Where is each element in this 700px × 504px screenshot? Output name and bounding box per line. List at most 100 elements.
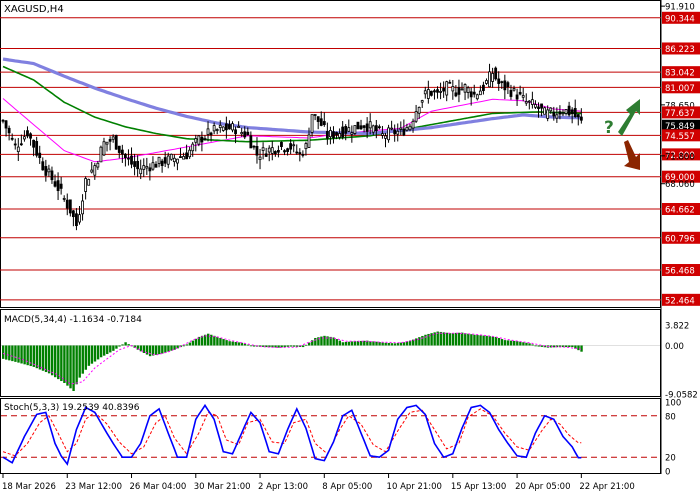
- current-price-badge: [662, 119, 700, 132]
- price-axis-label: 56.468: [665, 267, 695, 277]
- candle-down: [209, 132, 213, 136]
- price-axis-label: 68.060: [665, 180, 695, 190]
- macd-bar: [412, 339, 415, 346]
- candle-up: [353, 125, 357, 134]
- level-label-badge: [662, 293, 700, 306]
- candle-down: [32, 139, 35, 148]
- candle-down: [325, 130, 329, 139]
- candle-down: [59, 183, 63, 189]
- candle-up: [304, 143, 308, 150]
- macd-bar: [158, 345, 161, 355]
- macd-bar: [350, 341, 354, 346]
- candle-down: [576, 114, 580, 118]
- candle-down: [148, 167, 152, 172]
- candle-down: [335, 132, 338, 136]
- candle-up: [561, 112, 565, 115]
- macd-bar: [286, 345, 289, 347]
- level-label-badge: [662, 129, 700, 142]
- candle-down: [402, 128, 406, 136]
- candle-down: [114, 135, 118, 150]
- macd-bar: [558, 345, 562, 348]
- macd-bar: [75, 345, 78, 385]
- candle-down: [497, 78, 501, 84]
- macd-bar: [176, 345, 179, 349]
- candle-down: [365, 123, 369, 132]
- macd-bar: [326, 336, 329, 346]
- moving-average-line: [2, 65, 582, 143]
- candle-up: [381, 133, 384, 136]
- candle-down: [53, 181, 57, 187]
- candle-down: [515, 94, 519, 100]
- candle-down: [289, 143, 293, 150]
- macd-bar: [219, 337, 222, 346]
- macd-bar: [78, 345, 81, 378]
- candle-down: [356, 121, 360, 130]
- candle-up: [368, 121, 372, 129]
- price-axis-label: 64.662: [665, 206, 695, 216]
- macd-bar: [577, 345, 580, 351]
- price-axis-label: 60.796: [665, 234, 695, 244]
- macd-bar: [442, 332, 446, 346]
- candle-up: [145, 166, 149, 169]
- candle-up: [555, 114, 559, 119]
- level-label-badge: [662, 81, 700, 94]
- question-mark: ?: [604, 118, 614, 138]
- candle-up: [102, 141, 106, 156]
- macd-bar: [194, 338, 198, 346]
- macd-bar: [580, 345, 583, 352]
- level-label-badge: [662, 148, 700, 161]
- macd-bar: [63, 345, 66, 383]
- candle-up: [478, 90, 482, 96]
- macd-bar: [280, 345, 283, 348]
- macd-bar: [102, 345, 106, 356]
- macd-bar: [26, 345, 29, 366]
- macd-bar: [57, 345, 60, 380]
- candle-down: [482, 84, 485, 92]
- macd-bar: [448, 333, 452, 346]
- level-label-badge: [662, 106, 700, 119]
- macd-bar: [497, 337, 501, 346]
- time-axis-label: 18 Mar 2026: [2, 482, 56, 492]
- macd-bar: [439, 331, 442, 346]
- forecast-signal: ?: [604, 99, 640, 170]
- candle-up: [543, 107, 547, 115]
- macd-bar: [222, 339, 225, 346]
- candle-down: [500, 81, 504, 84]
- candle-down: [56, 180, 60, 192]
- macd-bar: [531, 344, 534, 346]
- macd-bar: [118, 345, 121, 347]
- candle-down: [127, 157, 130, 160]
- candle-down: [38, 152, 42, 159]
- time-axis-label: 2 Apr 13:00: [258, 482, 308, 492]
- stoch-axis-label: 80: [665, 412, 676, 422]
- candle-down: [286, 148, 289, 152]
- macd-bar: [454, 332, 458, 346]
- macd-bar: [534, 345, 537, 347]
- macd-bar: [14, 345, 17, 362]
- candle-down: [362, 125, 366, 128]
- macd-bar: [8, 345, 11, 361]
- candle-up: [23, 136, 26, 140]
- candle-up: [371, 125, 375, 133]
- macd-bar: [167, 345, 170, 352]
- macd-bar: [506, 340, 510, 346]
- candle-up: [142, 165, 146, 170]
- macd-bar: [124, 342, 127, 346]
- candle-down: [472, 91, 476, 95]
- macd-axis-label: 3.822: [665, 322, 689, 332]
- macd-bar: [231, 341, 234, 346]
- candle-down: [280, 141, 283, 147]
- candle-down: [26, 130, 29, 137]
- candle-up: [475, 94, 479, 100]
- candle-up: [546, 109, 550, 119]
- macd-bar: [38, 345, 42, 370]
- candle-down: [7, 127, 11, 134]
- level-label-badge: [662, 170, 700, 183]
- macd-bar: [148, 345, 152, 357]
- candle-up: [93, 165, 97, 176]
- macd-bar: [87, 345, 91, 366]
- macd-axis-label: -9.0582: [665, 391, 698, 401]
- candle-up: [157, 156, 161, 164]
- candle-down: [120, 149, 124, 155]
- candle-up: [169, 153, 173, 160]
